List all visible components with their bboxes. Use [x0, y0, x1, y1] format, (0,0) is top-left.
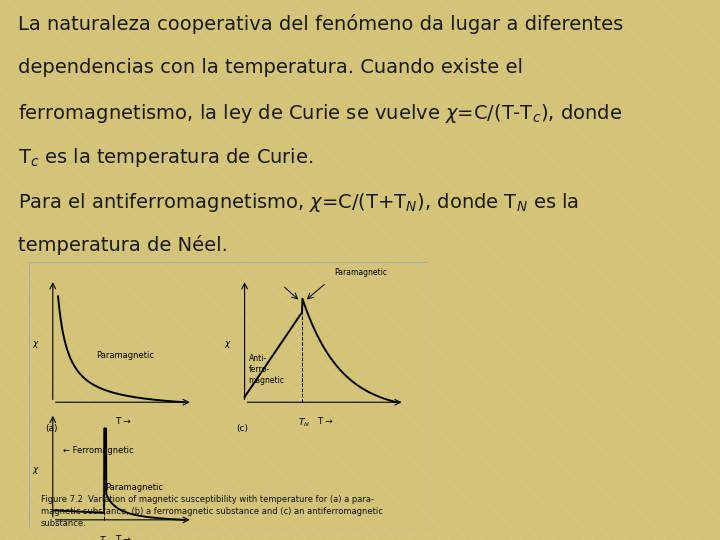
Text: $T_N$: $T_N$ — [298, 417, 310, 429]
Text: Para el antiferromagnetismo, $\chi$=C/(T+T$_N$), donde T$_N$ es la: Para el antiferromagnetismo, $\chi$=C/(T… — [18, 191, 579, 214]
Text: T →: T → — [317, 417, 333, 426]
Text: T →: T → — [114, 535, 130, 540]
Text: χ: χ — [32, 339, 37, 348]
Text: χ: χ — [224, 339, 229, 348]
Text: ferromagnetismo, la ley de Curie se vuelve $\chi$=C/(T-T$_c$), donde: ferromagnetismo, la ley de Curie se vuel… — [18, 102, 622, 125]
Text: T$_c$ es la temperatura de Curie.: T$_c$ es la temperatura de Curie. — [18, 146, 313, 170]
Text: Paramagnetic: Paramagnetic — [96, 350, 154, 360]
Text: Figure 7.2  Variation of magnetic susceptibility with temperature for (a) a para: Figure 7.2 Variation of magnetic suscept… — [41, 495, 382, 528]
Text: (a): (a) — [45, 423, 58, 433]
Text: temperatura de Néel.: temperatura de Néel. — [18, 235, 228, 255]
Text: ← Ferromagnetic: ← Ferromagnetic — [63, 446, 133, 455]
Text: La naturaleza cooperativa del fenómeno da lugar a diferentes: La naturaleza cooperativa del fenómeno d… — [18, 14, 624, 33]
Text: Anti-
ferro-
magnetic: Anti- ferro- magnetic — [248, 354, 284, 385]
Text: T →: T → — [114, 417, 130, 426]
Text: (c): (c) — [237, 423, 248, 433]
Text: χ: χ — [32, 464, 37, 474]
Text: Paramagnetic: Paramagnetic — [106, 483, 163, 492]
Text: $T_c$: $T_c$ — [99, 535, 109, 540]
Text: Paramagnetic: Paramagnetic — [334, 268, 387, 278]
Text: dependencias con la temperatura. Cuando existe el: dependencias con la temperatura. Cuando … — [18, 58, 523, 77]
